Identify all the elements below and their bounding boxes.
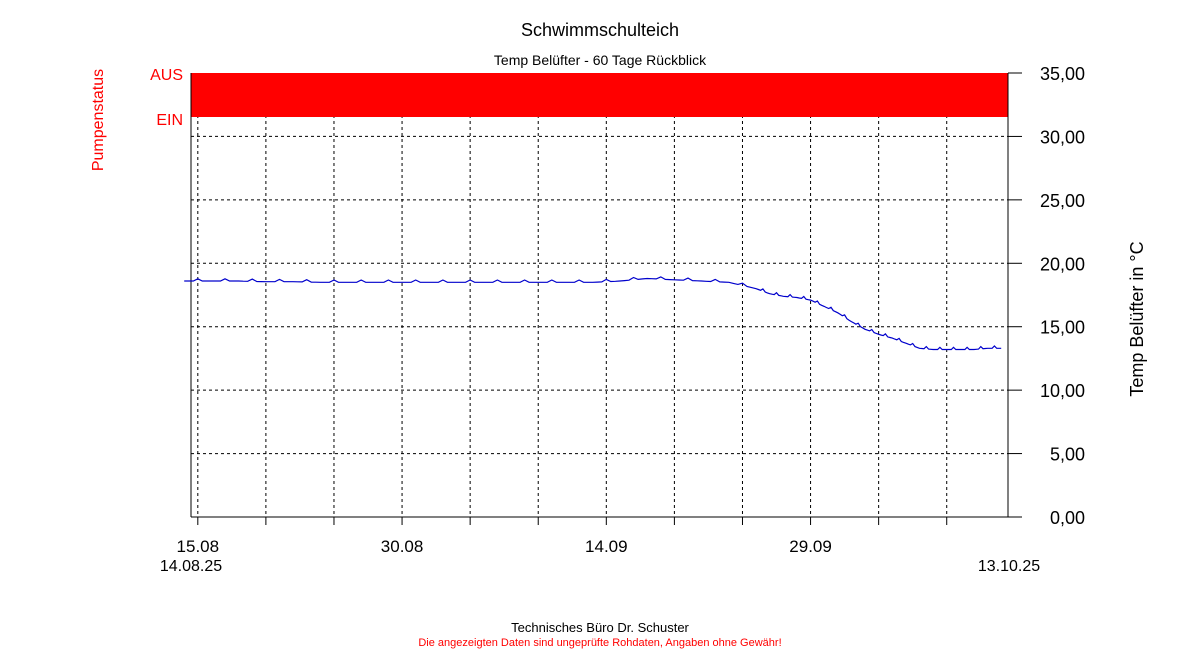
x-tick-label: 30.08 bbox=[381, 537, 424, 556]
y-tick-label: 25,00 bbox=[1040, 191, 1085, 211]
y-tick-label: 20,00 bbox=[1040, 254, 1085, 274]
footer-disclaimer: Die angezeigten Daten sind ungeprüfte Ro… bbox=[418, 637, 781, 649]
chart-subtitle: Temp Belüfter - 60 Tage Rückblick bbox=[494, 52, 707, 68]
x-tick-label: 15.08 bbox=[177, 537, 220, 556]
pump-status-band bbox=[191, 73, 1008, 117]
footer-company: Technisches Büro Dr. Schuster bbox=[511, 620, 689, 635]
grid bbox=[191, 73, 1008, 517]
pump-label-on: EIN bbox=[156, 112, 183, 129]
y-ticks: 0,00 5,00 10,00 15,00 20,00 25,00 30,00 35,00 bbox=[1008, 64, 1085, 528]
chart-title: Schwimmschulteich bbox=[521, 20, 679, 40]
y-axis-title: Temp Belüfter in °C bbox=[1127, 241, 1147, 396]
pump-status-bar bbox=[191, 73, 1008, 117]
x-range-start-label: 14.08.25 bbox=[160, 558, 222, 575]
pump-label-off: AUS bbox=[150, 67, 183, 84]
y-tick-label: 10,00 bbox=[1040, 381, 1085, 401]
y-tick-label: 30,00 bbox=[1040, 127, 1085, 147]
series-line-0 bbox=[184, 276, 1002, 351]
y-tick-label: 35,00 bbox=[1040, 64, 1085, 84]
x-tick-label: 14.09 bbox=[585, 537, 628, 556]
pump-axis-title: Pumpenstatus bbox=[90, 69, 107, 171]
plot-frame bbox=[190, 73, 1009, 518]
x-tick-label: 29.09 bbox=[789, 537, 832, 556]
y-tick-label: 5,00 bbox=[1050, 445, 1085, 465]
x-range-end-label: 13.10.25 bbox=[978, 558, 1040, 575]
x-ticks: 15.08 30.08 14.09 29.09 14.08.25 13.10.25 bbox=[160, 517, 1040, 575]
series-layer bbox=[184, 276, 1002, 351]
y-tick-label: 0,00 bbox=[1050, 508, 1085, 528]
y-tick-label: 15,00 bbox=[1040, 318, 1085, 338]
